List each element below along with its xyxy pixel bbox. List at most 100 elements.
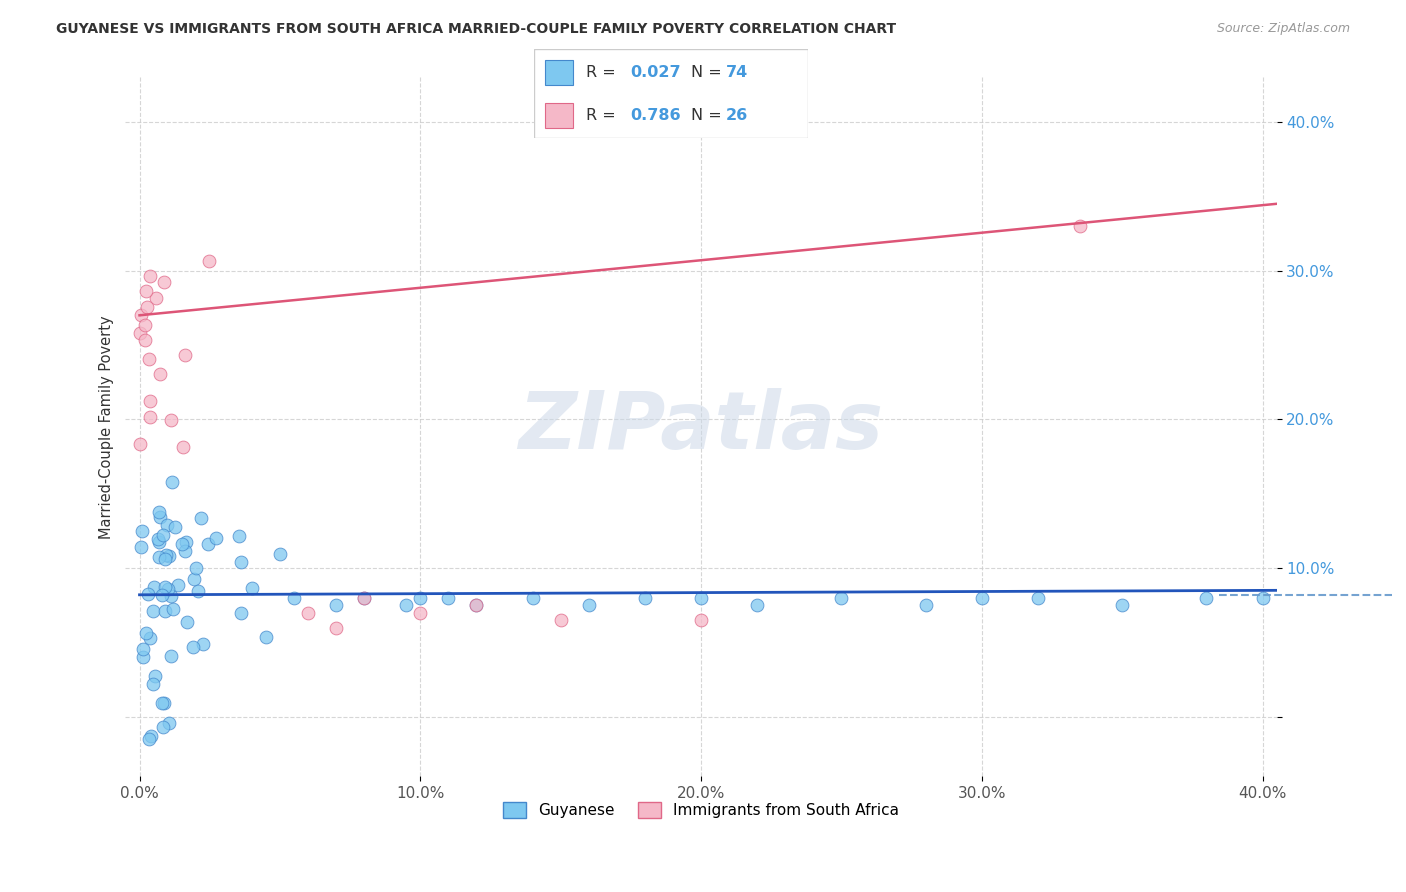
Point: [1251, 591, 1274, 605]
Point: [187, 583, 209, 598]
Text: R =: R =: [586, 65, 621, 79]
Text: 0.786: 0.786: [630, 108, 681, 122]
Point: [150, 696, 173, 710]
Point: [138, 351, 160, 366]
Point: [205, 531, 228, 545]
Point: [136, 587, 159, 601]
Point: [690, 613, 713, 627]
Point: [465, 598, 488, 612]
Point: [153, 580, 176, 594]
Bar: [546, 60, 572, 85]
Point: [157, 549, 180, 563]
Point: [156, 518, 179, 533]
Point: [747, 598, 769, 612]
Point: [148, 549, 170, 564]
Point: [148, 534, 170, 549]
Point: [1026, 591, 1049, 605]
Point: [578, 598, 600, 612]
Point: [229, 555, 252, 569]
Point: [131, 524, 153, 538]
Text: 26: 26: [725, 108, 748, 122]
Point: [1069, 219, 1091, 233]
Point: [145, 669, 167, 683]
Legend: Guyanese, Immigrants from South Africa: Guyanese, Immigrants from South Africa: [498, 797, 905, 824]
Point: [135, 625, 157, 640]
Point: [183, 572, 205, 586]
Point: [128, 437, 150, 451]
Point: [830, 591, 852, 605]
Point: [160, 412, 183, 426]
Point: [1195, 591, 1218, 605]
Point: [269, 547, 291, 561]
Point: [176, 615, 198, 630]
Point: [172, 440, 194, 454]
Point: [283, 591, 305, 605]
Text: 74: 74: [725, 65, 748, 79]
Point: [167, 578, 190, 592]
Point: [186, 561, 208, 575]
Point: [156, 582, 179, 596]
Point: [634, 591, 657, 605]
Y-axis label: Married-Couple Family Poverty: Married-Couple Family Poverty: [100, 315, 114, 539]
Point: [914, 598, 936, 612]
Point: [128, 326, 150, 340]
Point: [254, 630, 277, 644]
Point: [174, 535, 197, 549]
Point: [138, 631, 160, 645]
Text: R =: R =: [586, 108, 621, 122]
Point: [152, 528, 174, 542]
Point: [142, 580, 165, 594]
Point: [157, 716, 180, 731]
Point: [181, 640, 204, 654]
Point: [353, 591, 375, 605]
Point: [142, 604, 165, 618]
Point: [150, 588, 173, 602]
Point: [970, 591, 993, 605]
Point: [409, 591, 432, 605]
Point: [325, 620, 347, 634]
Point: [522, 591, 544, 605]
Text: N =: N =: [690, 65, 727, 79]
Point: [132, 650, 155, 665]
Point: [437, 591, 460, 605]
Point: [162, 602, 184, 616]
Point: [129, 308, 152, 322]
Point: [139, 393, 162, 408]
Point: [297, 606, 319, 620]
Point: [139, 729, 162, 743]
Point: [1111, 598, 1133, 612]
Point: [160, 475, 183, 489]
Point: [325, 598, 347, 612]
Point: [395, 598, 418, 612]
Point: [198, 253, 221, 268]
Point: [174, 348, 197, 362]
Point: [139, 268, 162, 283]
Bar: [546, 103, 572, 128]
Point: [134, 333, 156, 347]
Point: [153, 604, 176, 618]
Point: [190, 510, 212, 524]
Point: [353, 591, 375, 605]
Point: [228, 529, 250, 543]
Point: [193, 636, 215, 650]
Point: [136, 301, 159, 315]
Point: [149, 367, 172, 381]
Point: [170, 537, 193, 551]
Point: [229, 606, 252, 620]
Point: [550, 613, 572, 627]
Point: [152, 720, 174, 734]
Text: 0.027: 0.027: [630, 65, 681, 79]
Text: N =: N =: [690, 108, 727, 122]
Point: [153, 696, 176, 710]
Point: [155, 548, 177, 562]
Point: [131, 642, 153, 657]
Point: [135, 284, 157, 298]
Point: [129, 540, 152, 554]
Point: [197, 537, 219, 551]
Point: [138, 731, 160, 746]
Point: [465, 598, 488, 612]
Point: [146, 532, 169, 546]
Text: ZIPatlas: ZIPatlas: [519, 388, 883, 466]
Point: [155, 552, 177, 566]
Point: [134, 318, 156, 333]
